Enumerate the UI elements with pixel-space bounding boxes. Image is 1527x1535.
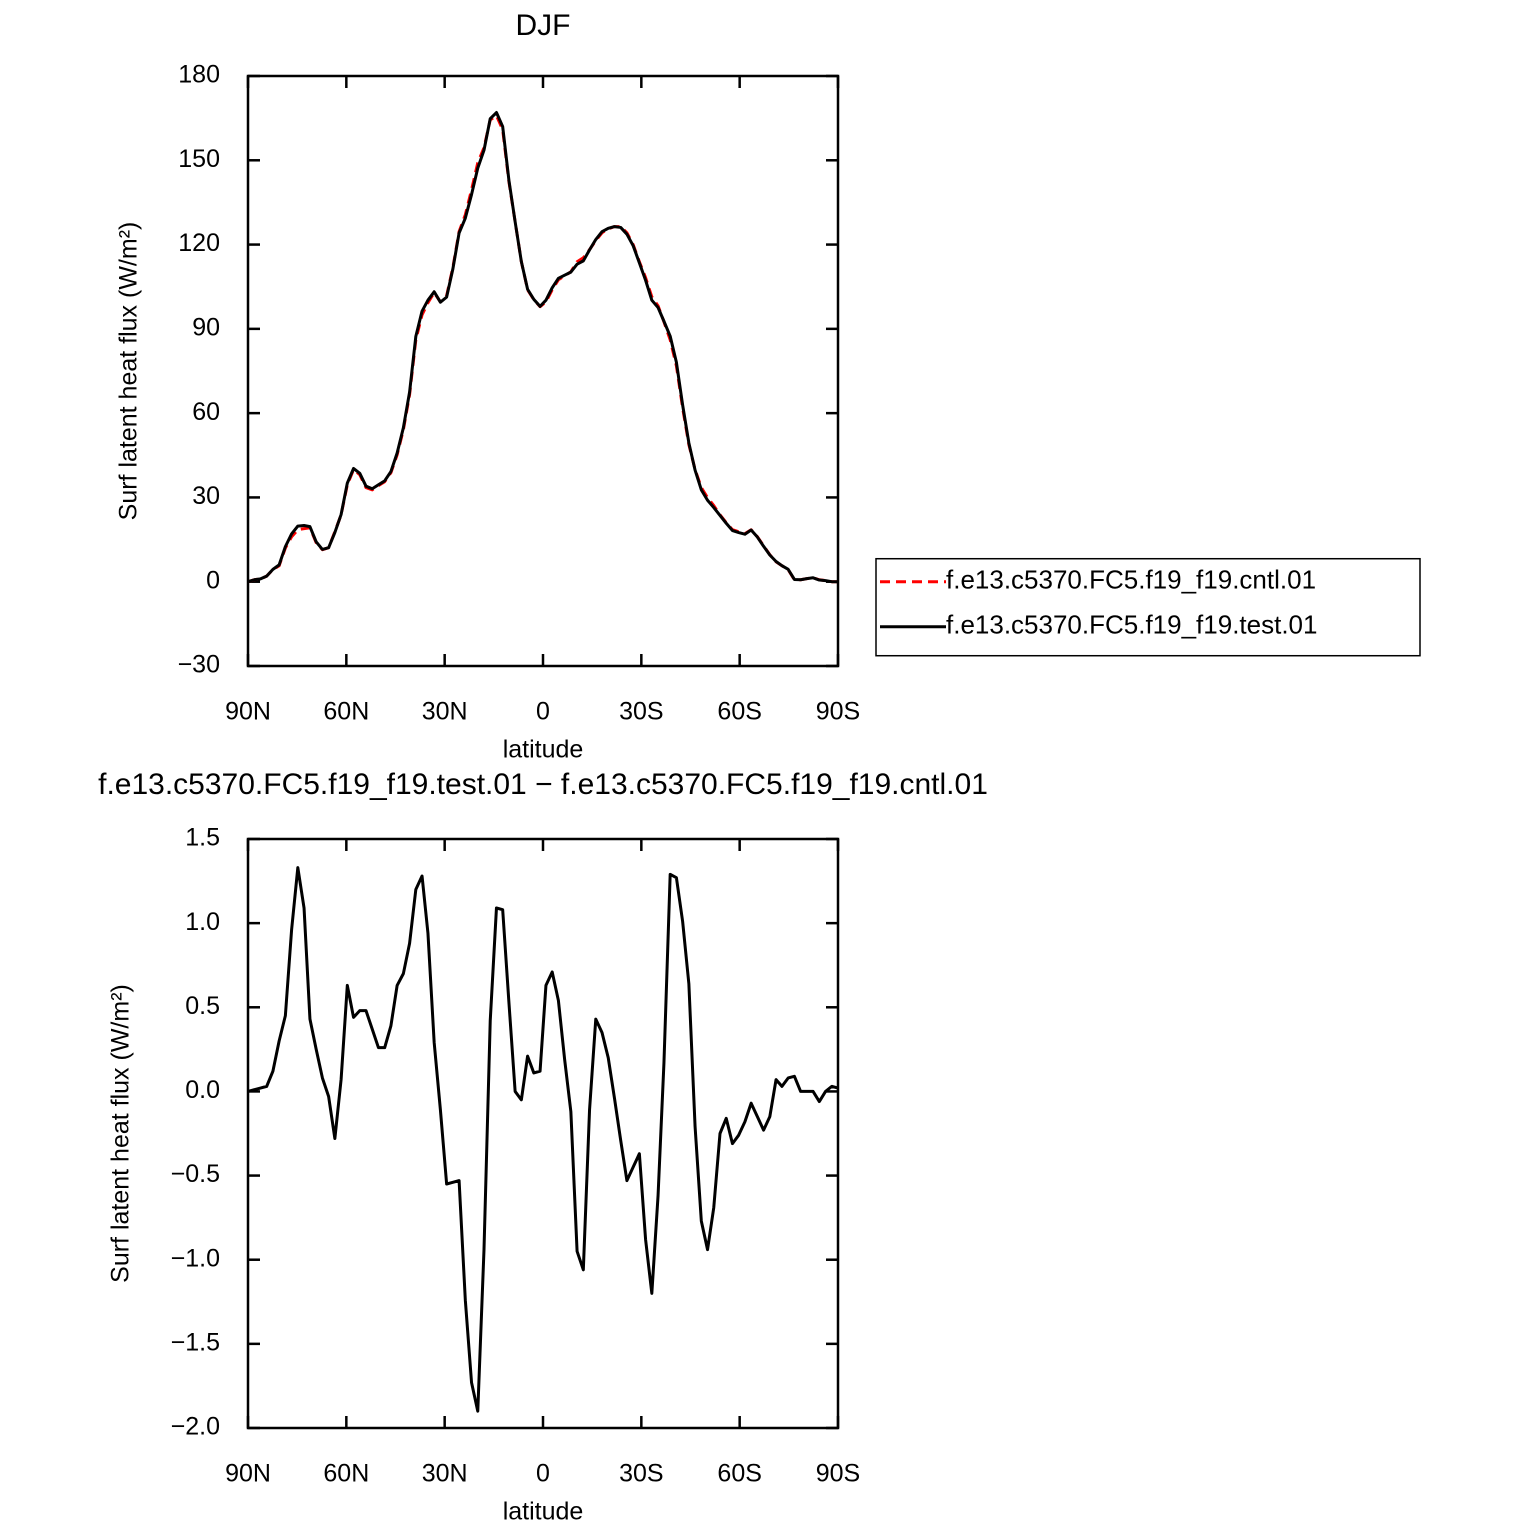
x-tick-label: 60N: [323, 1460, 369, 1488]
y-tick-label: −30: [178, 651, 220, 679]
x-tick-label: 60N: [323, 698, 369, 726]
y-tick-label: −2.0: [171, 1413, 220, 1441]
y-axis-title: Surf latent heat flux (W/m²): [107, 984, 135, 1283]
data-line: [247, 111, 838, 584]
y-tick-label: −1.0: [171, 1244, 220, 1272]
x-axis-title: latitude: [503, 1498, 584, 1526]
x-tick-label: 0: [536, 1460, 550, 1488]
x-tick-label: 90N: [225, 1460, 271, 1488]
y-tick-label: 60: [192, 398, 220, 426]
plot-frame: [246, 837, 840, 1430]
y-tick-label: 1.5: [185, 824, 220, 852]
x-tick-label: 30S: [619, 1460, 663, 1488]
x-tick-label: 90N: [225, 698, 271, 726]
x-tick-label: 60S: [717, 698, 761, 726]
y-tick-label: 0.0: [185, 1076, 220, 1104]
y-tick-label: 0: [206, 566, 220, 594]
chart-title: DJF: [516, 9, 571, 42]
y-tick-label: 90: [192, 313, 220, 341]
y-tick-label: 120: [178, 229, 220, 257]
data-line: [247, 866, 839, 1413]
y-tick-label: 0.5: [185, 992, 220, 1020]
chart-title: f.e13.c5370.FC5.f19_f19.test.01 − f.e13.…: [98, 768, 988, 801]
legend-box: [875, 557, 1421, 657]
x-tick-label: 30N: [422, 1460, 468, 1488]
y-tick-label: 180: [178, 61, 220, 89]
x-tick-label: 30N: [422, 698, 468, 726]
y-tick-label: 30: [192, 482, 220, 510]
x-tick-label: 30S: [619, 698, 663, 726]
legend-label: f.e13.c5370.FC5.f19_f19.test.01: [946, 610, 1317, 640]
y-axis-title: Surf latent heat flux (W/m²): [115, 222, 143, 521]
y-tick-label: 150: [178, 145, 220, 173]
y-tick-label: 1.0: [185, 908, 220, 936]
data-line: [247, 114, 838, 584]
x-tick-label: 60S: [717, 1460, 761, 1488]
x-tick-label: 0: [536, 698, 550, 726]
legend-label: f.e13.c5370.FC5.f19_f19.cntl.01: [946, 565, 1316, 595]
x-tick-label: 90S: [816, 698, 860, 726]
x-axis-title: latitude: [503, 736, 584, 764]
plot-frame: [246, 74, 840, 668]
y-tick-label: −1.5: [171, 1328, 220, 1356]
y-tick-label: −0.5: [171, 1160, 220, 1188]
x-tick-label: 90S: [816, 1460, 860, 1488]
